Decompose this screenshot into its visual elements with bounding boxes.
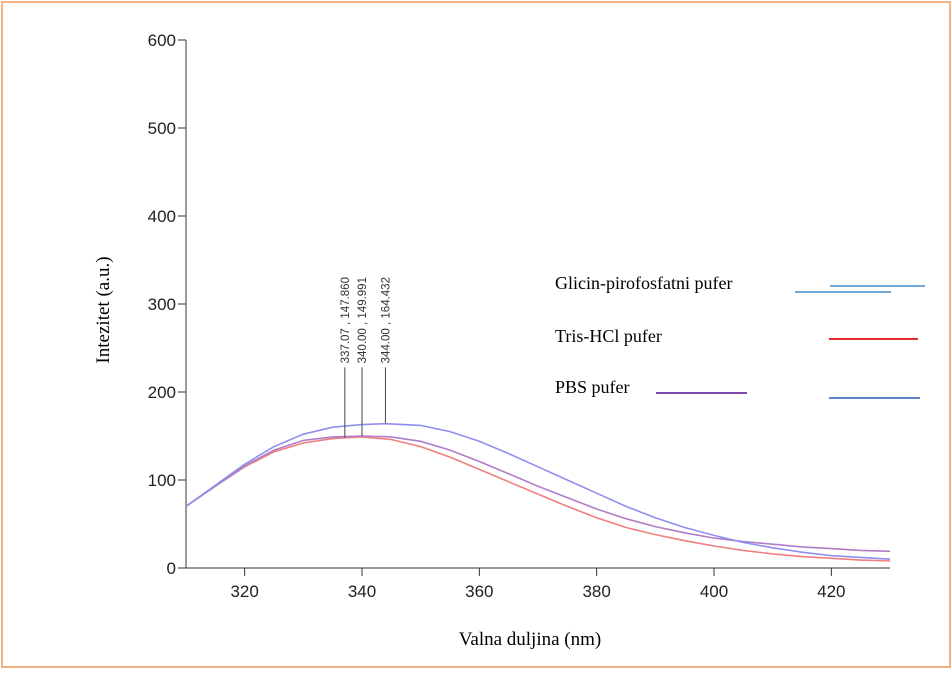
series-line-1 [185, 436, 891, 562]
x-tick-label: 340 [348, 582, 376, 601]
peak-label-3: 344.00 , 164.432 [380, 277, 392, 363]
axes: 0 100 200 300 400 500 600 320 340 360 380 400 420 [148, 31, 890, 601]
peak-label-2: 340.00 , 149.991 [357, 277, 369, 363]
series-line-2 [185, 435, 891, 553]
x-axis-label: Valna duljina (nm) [459, 629, 601, 650]
x-tick-label: 420 [817, 582, 845, 601]
peak-markers: 337.07 , 147.860 340.00 , 149.991 344.00 ,… [340, 277, 392, 438]
y-tick-label: 500 [148, 119, 176, 138]
legend-label-1: Glicin-pirofosfatni pufer [555, 273, 732, 293]
x-tick-label: 400 [700, 582, 728, 601]
y-tick-label: 200 [148, 383, 176, 402]
legend-label-3: PBS pufer [555, 377, 630, 397]
series-group [185, 422, 891, 562]
series-line-3 [185, 422, 891, 560]
y-tick-label: 100 [148, 471, 176, 490]
y-tick-label: 400 [148, 207, 176, 226]
y-axis-label: Intezitet (a.u.) [93, 256, 114, 363]
x-tick-label: 320 [230, 582, 258, 601]
y-tick-label: 300 [148, 295, 176, 314]
y-tick-label: 600 [148, 31, 176, 50]
y-tick-label: 0 [167, 559, 176, 578]
x-tick-label: 360 [465, 582, 493, 601]
legend-label-2: Tris-HCl pufer [555, 326, 662, 346]
legend: Glicin-pirofosfatni pufer Tris-HCl pufer P… [555, 273, 925, 399]
peak-label-1: 337.07 , 147.860 [340, 277, 352, 363]
x-tick-label: 380 [582, 582, 610, 601]
